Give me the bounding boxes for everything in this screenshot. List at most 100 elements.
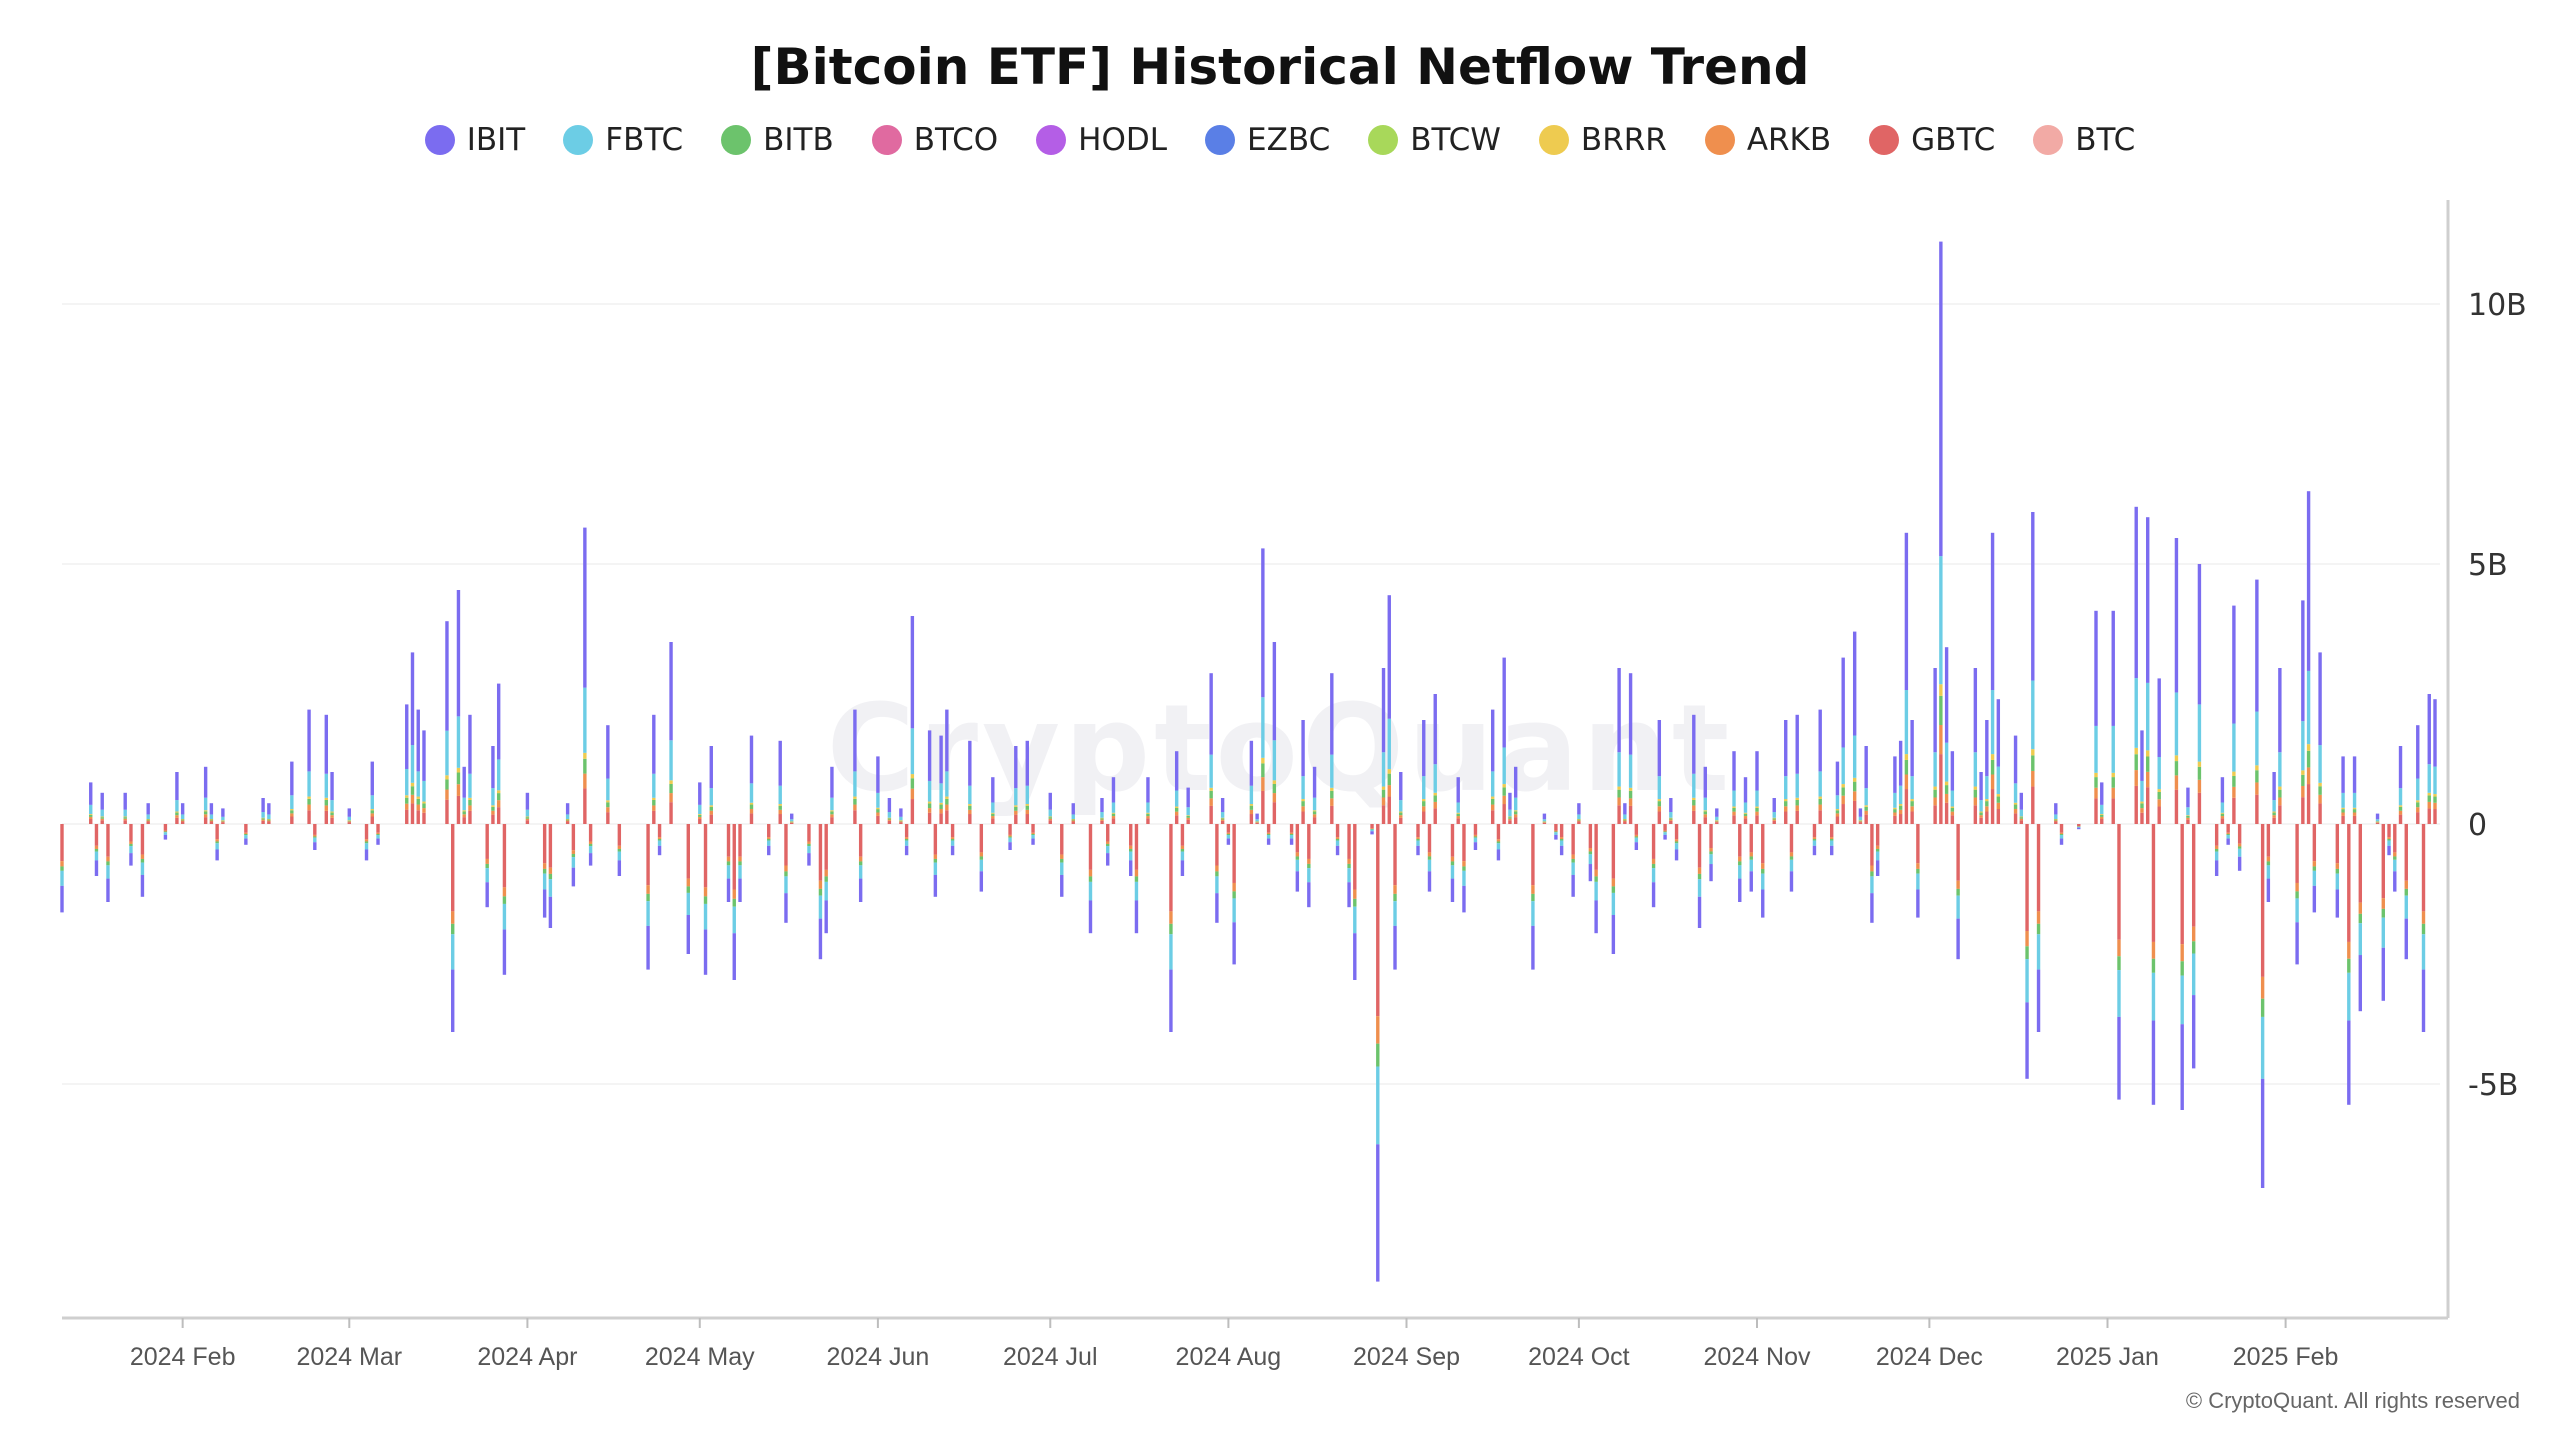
bar-group[interactable] xyxy=(1990,532,1995,824)
legend-item-ibit[interactable]: IBIT xyxy=(424,122,525,158)
bar-group[interactable] xyxy=(2025,824,2029,1079)
bar-group[interactable] xyxy=(1898,740,1903,824)
bar-group[interactable] xyxy=(1295,824,1300,892)
bar-group[interactable] xyxy=(2272,772,2276,824)
bar-group[interactable] xyxy=(2186,787,2190,824)
bar-group[interactable] xyxy=(1588,824,1593,882)
bar-group[interactable] xyxy=(2393,824,2397,892)
bar-group[interactable] xyxy=(100,792,104,824)
bar-group[interactable] xyxy=(1709,824,1713,882)
bar-group[interactable] xyxy=(1232,824,1236,965)
bar-group[interactable] xyxy=(950,824,955,856)
bar-group[interactable] xyxy=(910,616,915,824)
bar-group[interactable] xyxy=(2335,824,2340,918)
bar-group[interactable] xyxy=(1255,813,1259,824)
bar-group[interactable] xyxy=(244,824,248,845)
bar-group[interactable] xyxy=(1134,824,1139,934)
bar-group[interactable] xyxy=(2398,746,2403,824)
bar-group[interactable] xyxy=(1146,777,1150,824)
bar-group[interactable] xyxy=(1370,824,1374,835)
bar-group[interactable] xyxy=(1025,740,1029,824)
bar-group[interactable] xyxy=(1858,808,1863,824)
bar-group[interactable] xyxy=(146,803,150,824)
legend-item-btco[interactable]: BTCO xyxy=(871,122,998,158)
bar-group[interactable] xyxy=(456,590,461,824)
bar-group[interactable] xyxy=(1226,824,1231,845)
bar-group[interactable] xyxy=(2421,824,2426,1032)
bar-group[interactable] xyxy=(818,824,823,960)
bar-group[interactable] xyxy=(1841,657,1845,824)
bar-group[interactable] xyxy=(1893,756,1897,824)
bar-group[interactable] xyxy=(215,824,219,861)
bar-group[interactable] xyxy=(140,824,145,897)
bar-group[interactable] xyxy=(1933,668,1937,824)
bar-group[interactable] xyxy=(1703,766,1707,824)
bar-group[interactable] xyxy=(1008,824,1012,850)
bar-group[interactable] xyxy=(1657,720,1662,824)
bar-group[interactable] xyxy=(451,824,455,1032)
bar-group[interactable] xyxy=(1835,761,1840,824)
bar-group[interactable] xyxy=(94,824,99,876)
bar-group[interactable] xyxy=(738,824,742,902)
legend-item-btc[interactable]: BTC xyxy=(2033,122,2135,158)
bar-group[interactable] xyxy=(1289,824,1294,845)
bar-group[interactable] xyxy=(807,824,811,866)
bar-group[interactable] xyxy=(2306,491,2311,824)
legend-item-brrr[interactable]: BRRR xyxy=(1538,122,1667,158)
bar-group[interactable] xyxy=(1249,740,1254,824)
bar-group[interactable] xyxy=(1755,751,1759,824)
bar-group[interactable] xyxy=(1347,824,1351,908)
bar-group[interactable] xyxy=(1950,751,1955,824)
bar-group[interactable] xyxy=(968,740,972,824)
bar-group[interactable] xyxy=(669,642,673,824)
bar-group[interactable] xyxy=(2433,699,2437,824)
bar-group[interactable] xyxy=(1180,824,1185,876)
bar-group[interactable] xyxy=(1129,824,1133,876)
bar-group[interactable] xyxy=(1376,824,1380,1282)
bar-group[interactable] xyxy=(1795,714,1799,824)
bar-group[interactable] xyxy=(1634,824,1639,850)
bar-group[interactable] xyxy=(2220,777,2225,824)
bar-group[interactable] xyxy=(2111,610,2115,824)
bar-group[interactable] xyxy=(468,714,472,824)
bar-group[interactable] xyxy=(1628,673,1633,824)
bar-group[interactable] xyxy=(2404,824,2408,960)
legend-item-btcw[interactable]: BTCW xyxy=(1368,122,1501,158)
bar-group[interactable] xyxy=(2416,725,2420,824)
bar-group[interactable] xyxy=(904,824,909,856)
bar-group[interactable] xyxy=(1330,673,1334,824)
bar-group[interactable] xyxy=(445,621,449,824)
bar-group[interactable] xyxy=(106,824,110,902)
bar-group[interactable] xyxy=(2266,824,2271,902)
bar-group[interactable] xyxy=(1422,720,1426,824)
bar-group[interactable] xyxy=(1301,720,1305,824)
bar-group[interactable] xyxy=(1353,824,1357,980)
bar-group[interactable] xyxy=(1215,824,1219,923)
bar-group[interactable] xyxy=(330,772,334,824)
bar-group[interactable] xyxy=(1186,787,1190,824)
bar-group[interactable] xyxy=(1611,824,1616,954)
bar-group[interactable] xyxy=(1456,777,1460,824)
bar-group[interactable] xyxy=(123,792,127,824)
bar-group[interactable] xyxy=(1663,824,1667,840)
bar-group[interactable] xyxy=(686,824,690,954)
bar-group[interactable] xyxy=(1100,798,1104,824)
bar-group[interactable] xyxy=(2278,668,2282,824)
bar-group[interactable] xyxy=(1617,668,1621,824)
bar-group[interactable] xyxy=(2036,824,2041,1032)
bar-group[interactable] xyxy=(313,824,317,850)
bar-group[interactable] xyxy=(1169,824,1173,1032)
bar-group[interactable] xyxy=(548,824,553,928)
bar-group[interactable] xyxy=(2077,824,2081,830)
bar-group[interactable] xyxy=(749,735,754,824)
bar-group[interactable] xyxy=(1542,813,1547,824)
bar-group[interactable] xyxy=(2059,824,2064,845)
bar-group[interactable] xyxy=(1508,792,1512,824)
bar-group[interactable] xyxy=(933,824,938,897)
bar-group[interactable] xyxy=(726,824,731,902)
bar-group[interactable] xyxy=(1060,824,1064,897)
bar-group[interactable] xyxy=(89,782,93,824)
bar-group[interactable] xyxy=(1761,824,1765,918)
bar-group[interactable] xyxy=(1381,668,1386,824)
bar-group[interactable] xyxy=(175,772,179,824)
